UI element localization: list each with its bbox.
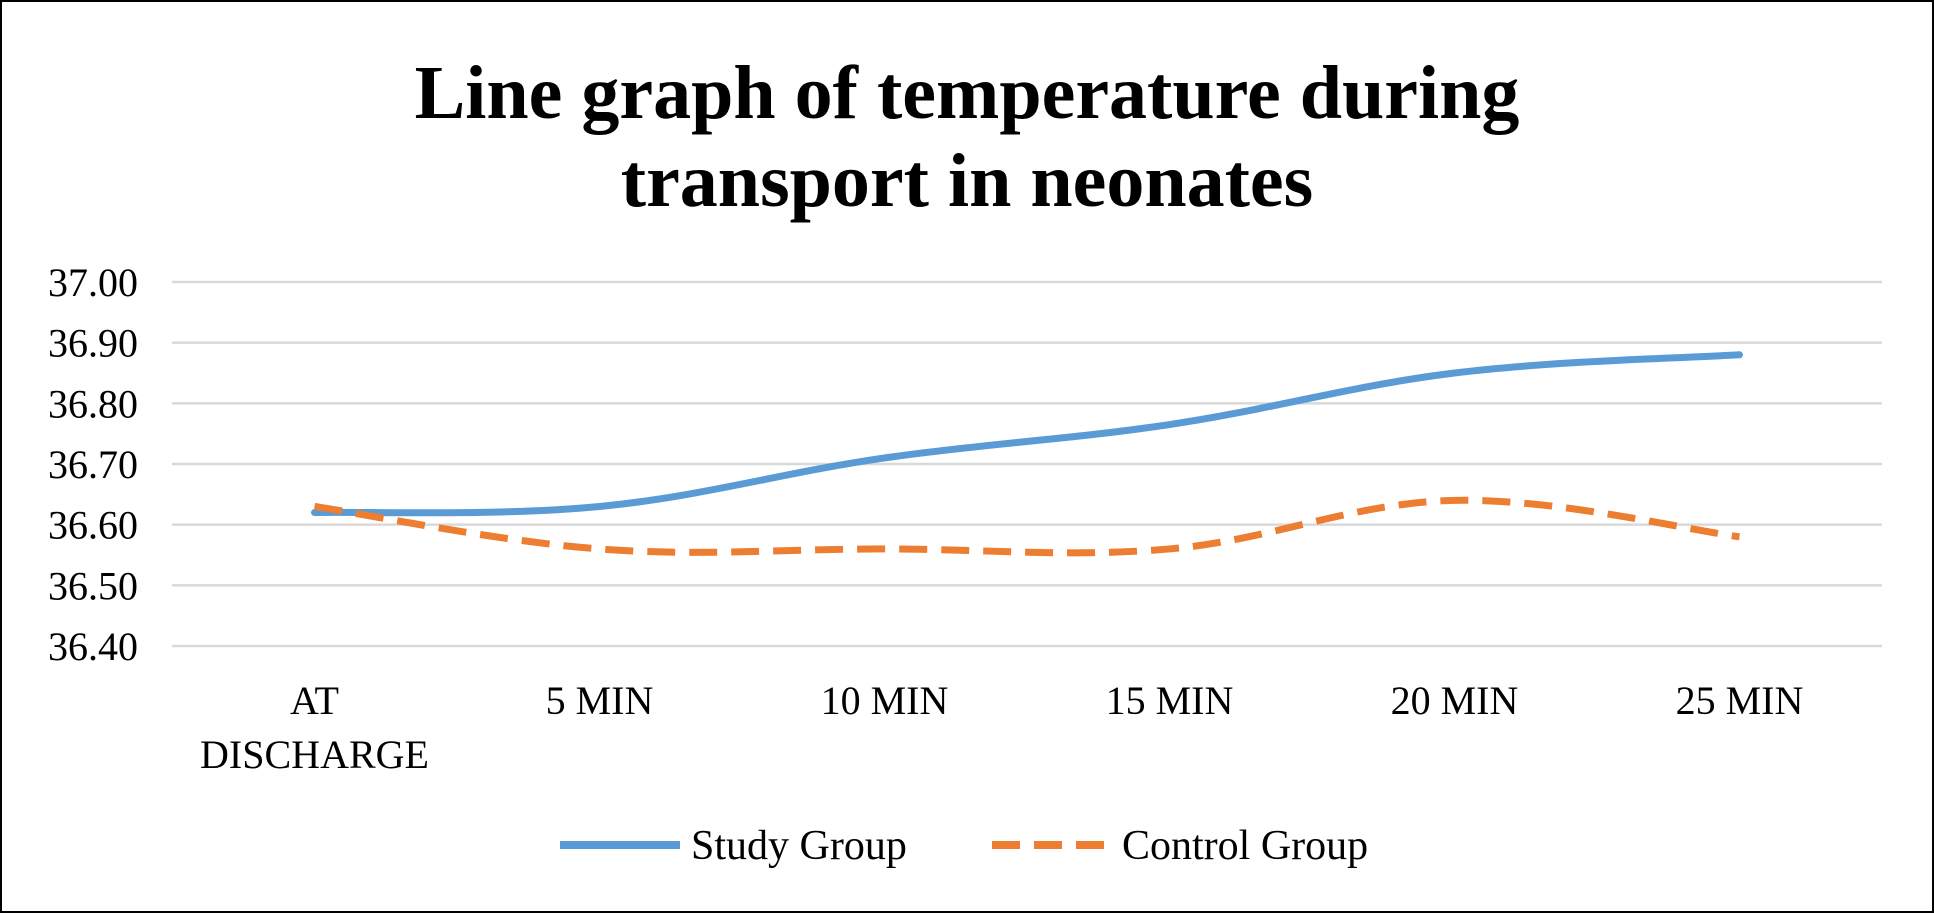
series-0-point-5 [1739, 354, 1740, 355]
y-tick-label-5: 36.90 [48, 321, 138, 366]
series-0-point-1 [599, 506, 600, 507]
series-1-point-3 [1169, 548, 1170, 549]
series-1-point-4 [1454, 500, 1455, 501]
series-1-point-5 [1739, 536, 1740, 537]
x-tick-label-0-line-0: AT [290, 678, 339, 723]
y-tick-label-1: 36.50 [48, 563, 138, 608]
x-tick-label-3: 15 MIN [1106, 678, 1234, 723]
series-0-point-4 [1454, 373, 1455, 374]
series-1-point-1 [599, 548, 600, 549]
x-tick-label-0-line-1: DISCHARGE [200, 732, 429, 777]
y-tick-label-6: 37.00 [48, 260, 138, 305]
chart-title: Line graph of temperature during transpo… [415, 51, 1520, 223]
legend-label-1: Control Group [1122, 823, 1368, 869]
y-axis-tick-labels: 36.40 36.50 36.60 36.70 36.80 36.90 37.00 [48, 260, 138, 669]
chart-title-line-1: Line graph of temperature during [415, 51, 1520, 135]
y-tick-label-3: 36.70 [48, 442, 138, 487]
x-tick-label-2: 10 MIN [821, 678, 949, 723]
series-lines [311, 351, 1743, 557]
y-tick-label-4: 36.80 [48, 381, 138, 426]
x-tick-label-4: 20 MIN [1391, 678, 1519, 723]
chart-title-line-2: transport in neonates [621, 139, 1313, 223]
series-line-0 [311, 351, 1743, 517]
grid-lines [172, 280, 1882, 648]
x-tick-label-5: 25 MIN [1676, 678, 1804, 723]
series-0-point-2 [884, 457, 885, 458]
y-tick-label-2: 36.60 [48, 503, 138, 548]
x-axis-tick-labels: AT DISCHARGE 5 MIN 10 MIN 15 MIN 20 MIN 25 MIN [200, 678, 1803, 777]
series-0-point-0 [314, 512, 315, 513]
legend-label-0: Study Group [691, 823, 907, 869]
series-line-1 [313, 496, 1740, 557]
y-tick-label-0: 36.40 [48, 624, 138, 669]
legend: Study Group Control Group [560, 823, 1368, 869]
x-tick-label-1: 5 MIN [546, 678, 654, 723]
series-1-point-2 [884, 548, 885, 549]
series-0-point-3 [1169, 424, 1170, 425]
series-1-point-0 [314, 506, 315, 507]
